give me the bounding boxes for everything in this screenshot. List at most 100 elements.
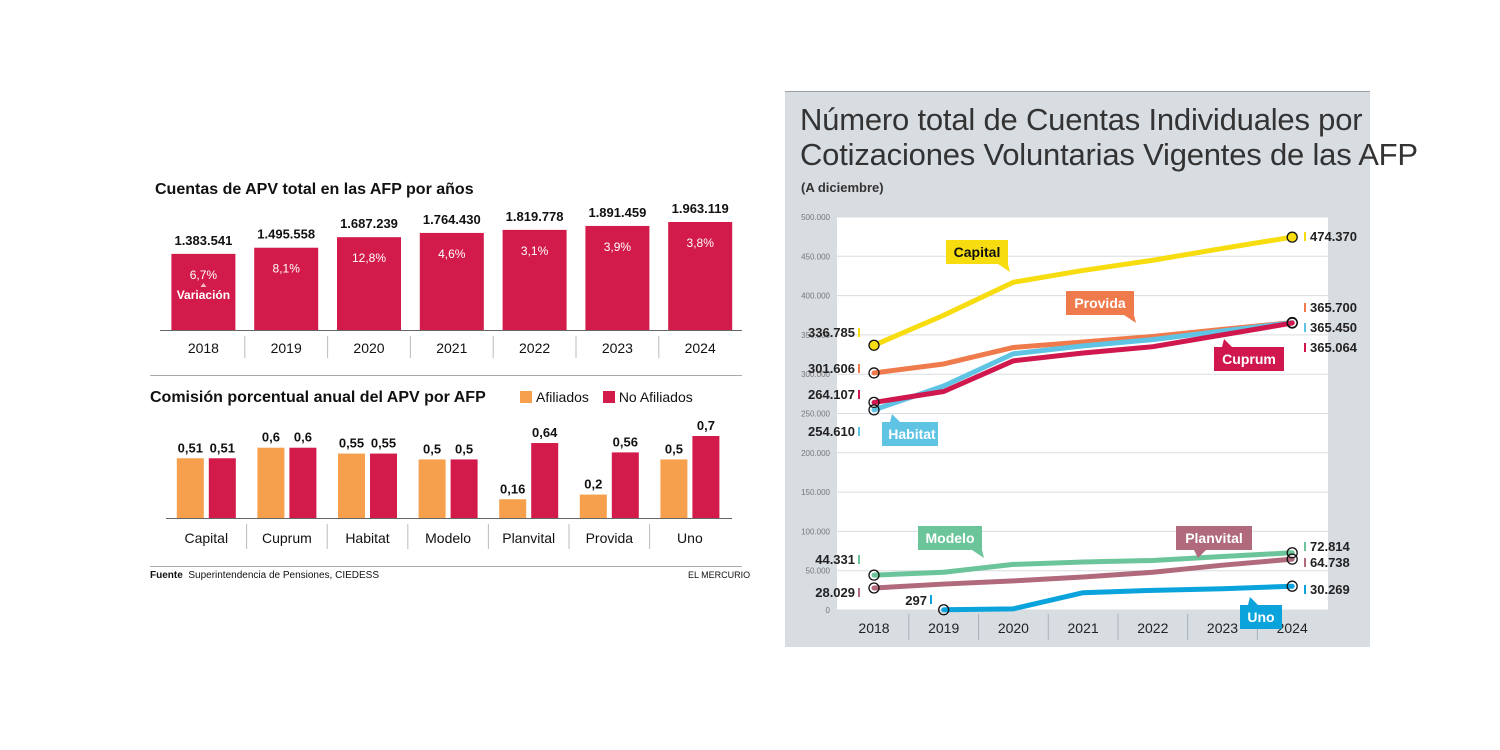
- chart1-variation-caption: Variación: [177, 288, 230, 302]
- chart1-title: Cuentas de APV total en las AFP por años: [155, 181, 474, 198]
- start-value-label: 264.107: [808, 387, 855, 402]
- series-name-label: Capital: [954, 244, 1001, 260]
- start-value-label: 336.785: [808, 325, 855, 340]
- chart2-bar-Capital-afiliados: [176, 458, 204, 518]
- series-point-planvital: [1286, 553, 1298, 565]
- end-value-label: 474.370: [1310, 229, 1357, 244]
- y-tick-label: 0: [826, 606, 831, 615]
- end-value-label: 365.700: [1310, 300, 1357, 315]
- chart1-variation-label: 8,1%: [273, 262, 301, 276]
- legend-no-afiliados: No Afiliados: [602, 389, 693, 405]
- chart2-value-label: 0,5: [423, 441, 441, 456]
- chart2-category-label: Modelo: [425, 530, 471, 546]
- series-point-provida: [868, 367, 880, 379]
- chart1-variation-label: 3,9%: [604, 240, 632, 254]
- start-tick: [930, 595, 932, 604]
- start-tick: [858, 555, 860, 564]
- callout-capital: [946, 240, 1010, 272]
- series-point-uno: [938, 604, 950, 616]
- y-tick-label: 150.000: [801, 488, 830, 497]
- callout-modelo: [918, 526, 984, 558]
- chart2-category-label: Planvital: [502, 530, 555, 546]
- series-name-label: Habitat: [888, 426, 936, 442]
- chart2-value-label: 0,16: [500, 481, 525, 496]
- chart2-value-label: 0,5: [455, 441, 473, 456]
- chart1-variation-label: 3,1%: [521, 244, 549, 258]
- y-tick-label: 100.000: [801, 527, 830, 536]
- legend-label-no-afiliados: No Afiliados: [618, 389, 693, 405]
- publisher-label: EL MERCURIO: [688, 570, 751, 580]
- chart2-value-label: 0,51: [178, 440, 203, 455]
- end-tick: [1304, 558, 1306, 567]
- callout-provida: [1066, 291, 1136, 323]
- right-title-line1: Número total de Cuentas Individuales por: [800, 102, 1363, 137]
- chart2-bar-Cuprum-afiliados: [257, 447, 285, 518]
- chart1-variation-label: 12,8%: [352, 251, 386, 265]
- chart2-value-label: 0,5: [665, 441, 683, 456]
- series-line-modelo: [871, 550, 1295, 578]
- y-tick-label: 400.000: [801, 292, 830, 301]
- end-value-label: 365.450: [1310, 320, 1357, 335]
- chart2-category-label: Capital: [185, 530, 229, 546]
- x-tick-label: 2020: [998, 620, 1029, 636]
- end-tick: [1304, 585, 1306, 594]
- source-note: Fuente Superintendencia de Pensiones, CI…: [150, 570, 379, 581]
- chart2-bar-Capital-no-afiliados: [208, 458, 236, 518]
- series-point-cuprum: [868, 396, 880, 409]
- chart1-variation-label: 4,6%: [438, 247, 466, 261]
- chart1-value-label: 1.495.558: [257, 227, 315, 242]
- chart1-year-label: 2024: [685, 340, 716, 356]
- chart2-value-label: 0,7: [697, 418, 715, 433]
- chart2-bar-Modelo-afiliados: [418, 459, 446, 518]
- chart1-year-label: 2022: [519, 340, 550, 356]
- x-tick-label: 2022: [1137, 620, 1168, 636]
- end-value-label: 64.738: [1310, 555, 1350, 570]
- series-line-uno: [941, 583, 1295, 613]
- x-tick-label: 2021: [1068, 620, 1099, 636]
- chart2-category-label: Provida: [586, 530, 634, 546]
- series-point-capital: [1286, 231, 1298, 243]
- legend-swatch-no-afiliados: [602, 391, 615, 403]
- chart2-bar-Habitat-afiliados: [338, 453, 365, 518]
- chart1-bar-2021: [419, 232, 484, 330]
- series-point-modelo: [868, 569, 880, 581]
- start-tick: [858, 427, 860, 436]
- start-value-label: 28.029: [815, 585, 855, 600]
- series-line-cuprum: [871, 320, 1295, 405]
- chart1-variation-label: 3,8%: [687, 236, 715, 250]
- callout-cuprum: [1214, 339, 1284, 371]
- right-panel-top-rule: [785, 91, 1370, 92]
- series-name-label: Provida: [1074, 295, 1126, 311]
- callout-uno: [1240, 597, 1282, 629]
- start-tick: [858, 364, 860, 373]
- chart2-bar-Planvital-no-afiliados: [531, 443, 559, 518]
- chart1-value-label: 1.687.239: [340, 216, 398, 231]
- end-tick: [1304, 303, 1306, 312]
- chart2-value-label: 0,64: [532, 425, 558, 440]
- chart1-year-label: 2023: [602, 340, 633, 356]
- chart2-category-label: Habitat: [345, 530, 389, 546]
- chart2-bar-Provida-afiliados: [579, 494, 607, 518]
- x-tick-label: 2019: [928, 620, 959, 636]
- series-line-capital: [871, 234, 1295, 348]
- chart1-bar-2024: [668, 222, 733, 330]
- series-name-label: Uno: [1247, 609, 1274, 625]
- chart1-bar-2018: [171, 253, 236, 330]
- chart2-bar-Provida-no-afiliados: [611, 452, 639, 518]
- chart2-category-label: Uno: [677, 530, 703, 546]
- series-point-planvital: [868, 582, 880, 594]
- chart2-value-label: 0,55: [371, 436, 396, 451]
- end-value-label: 72.814: [1310, 539, 1351, 554]
- callout-planvital: [1176, 526, 1252, 558]
- legend-afiliados: Afiliados: [520, 389, 589, 405]
- legend-label-afiliados: Afiliados: [536, 389, 589, 405]
- series-name-label: Modelo: [926, 530, 975, 546]
- series-name-label: Cuprum: [1222, 351, 1276, 367]
- right-subtitle: (A diciembre): [801, 180, 884, 195]
- source-label: Fuente: [150, 570, 183, 581]
- x-tick-label: 2024: [1277, 620, 1308, 636]
- series-point-uno: [1286, 580, 1298, 592]
- y-tick-label: 300.000: [801, 370, 830, 379]
- chart1-year-label: 2018: [188, 340, 219, 356]
